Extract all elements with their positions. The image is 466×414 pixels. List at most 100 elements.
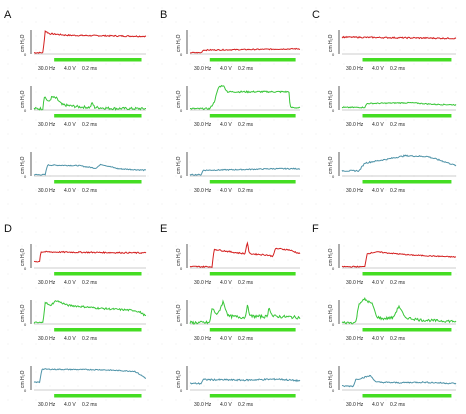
y-axis-label: cm H₂O (328, 370, 334, 388)
y-axis-label: cm H₂O (176, 304, 182, 322)
stim-param-1: 4.0 V (372, 188, 384, 194)
background-dot-grid (7, 7, 457, 401)
stim-param-2: 0.2 ms (82, 188, 98, 194)
stimulation-bar (362, 394, 452, 398)
stim-param-0: 30.0 Hz (194, 402, 212, 408)
stim-param-1: 4.0 V (220, 280, 232, 286)
stim-param-2: 0.2 ms (390, 122, 406, 128)
stimulation-bar (209, 114, 296, 118)
stim-param-0: 30.0 Hz (38, 188, 56, 194)
zero-label: 0 (180, 388, 183, 393)
stim-param-1: 4.0 V (64, 336, 76, 342)
stim-param-2: 0.2 ms (238, 66, 254, 72)
zero-label: 0 (24, 52, 27, 57)
red-trace (189, 47, 301, 54)
green-trace (189, 299, 301, 325)
stimulation-bar (209, 328, 296, 332)
stim-param-0: 30.0 Hz (194, 280, 212, 286)
stim-param-0: 30.0 Hz (38, 280, 56, 286)
red-trace (341, 251, 457, 268)
stim-param-1: 4.0 V (372, 280, 384, 286)
stim-param-0: 30.0 Hz (346, 66, 364, 72)
stimulation-bar (362, 328, 452, 332)
zero-label: 0 (332, 322, 335, 327)
zero-label: 0 (180, 174, 183, 179)
stim-param-0: 30.0 Hz (346, 280, 364, 286)
stim-param-2: 0.2 ms (82, 280, 98, 286)
stim-param-2: 0.2 ms (238, 122, 254, 128)
green-trace (33, 95, 146, 111)
stim-param-1: 4.0 V (220, 188, 232, 194)
stim-param-0: 30.0 Hz (194, 336, 212, 342)
stimulation-bar (54, 272, 142, 276)
zero-label: 0 (332, 52, 335, 57)
stim-param-1: 4.0 V (220, 402, 232, 408)
green-trace (190, 84, 301, 111)
stimulation-bar (209, 58, 296, 62)
stim-param-1: 4.0 V (372, 66, 384, 72)
stim-param-0: 30.0 Hz (346, 188, 364, 194)
stimulation-bar (209, 180, 296, 184)
y-axis-label: cm H₂O (20, 156, 26, 174)
stim-param-2: 0.2 ms (390, 402, 406, 408)
stimulation-bar (362, 180, 452, 184)
zero-label: 0 (24, 266, 27, 271)
zero-label: 0 (332, 174, 335, 179)
stimulation-bar (54, 328, 142, 332)
stim-param-2: 0.2 ms (82, 122, 98, 128)
stim-param-0: 30.0 Hz (38, 66, 56, 72)
stim-param-2: 0.2 ms (238, 336, 254, 342)
blue-trace (189, 167, 301, 176)
panel-label: A (4, 9, 12, 21)
stim-param-2: 0.2 ms (390, 280, 406, 286)
zero-label: 0 (180, 266, 183, 271)
green-trace (341, 296, 457, 325)
y-axis-label: cm H₂O (176, 248, 182, 266)
panel-label: B (160, 9, 167, 21)
stimulation-bar (54, 58, 142, 62)
stim-param-0: 30.0 Hz (38, 336, 56, 342)
y-axis-label: cm H₂O (328, 34, 334, 52)
stim-param-0: 30.0 Hz (38, 402, 56, 408)
stim-param-0: 30.0 Hz (346, 122, 364, 128)
zero-label: 0 (332, 108, 335, 113)
stim-param-1: 4.0 V (220, 122, 232, 128)
stim-param-0: 30.0 Hz (38, 122, 56, 128)
y-axis-label: cm H₂O (176, 34, 182, 52)
y-axis-label: cm H₂O (20, 304, 26, 322)
stim-param-1: 4.0 V (64, 280, 76, 286)
stim-param-1: 4.0 V (372, 336, 384, 342)
stim-param-2: 0.2 ms (238, 402, 254, 408)
y-axis-label: cm H₂O (20, 34, 26, 52)
stim-param-1: 4.0 V (220, 336, 232, 342)
y-axis-label: cm H₂O (328, 248, 334, 266)
stim-param-2: 0.2 ms (390, 66, 406, 72)
stim-param-1: 4.0 V (64, 188, 76, 194)
y-axis-label: cm H₂O (176, 156, 182, 174)
y-axis-label: cm H₂O (20, 370, 26, 388)
blue-trace (341, 374, 457, 388)
y-axis-label: cm H₂O (328, 156, 334, 174)
zero-label: 0 (180, 108, 183, 113)
blue-trace (341, 154, 457, 173)
red-trace (189, 241, 301, 269)
stim-param-2: 0.2 ms (82, 336, 98, 342)
